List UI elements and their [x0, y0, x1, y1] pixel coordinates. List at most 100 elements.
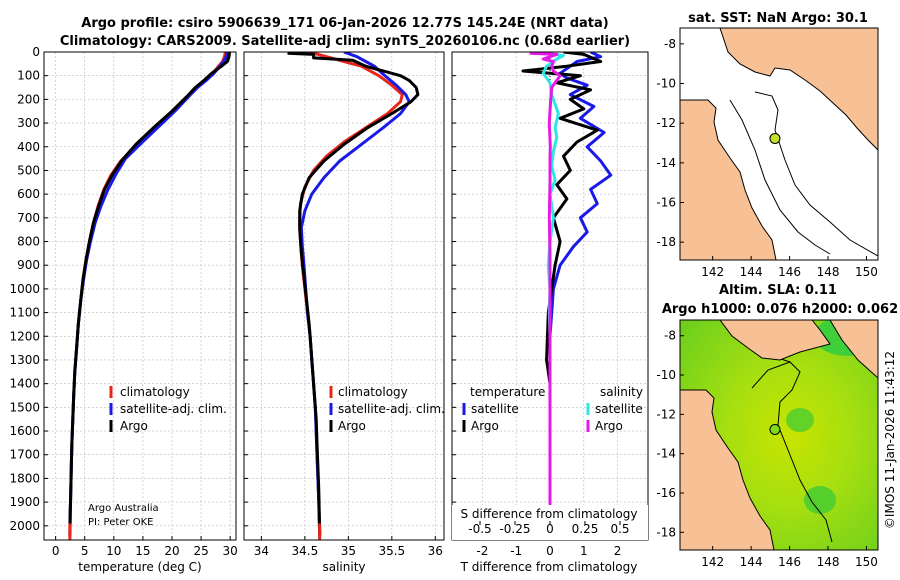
depth-tick-label: 1500 — [9, 400, 40, 414]
salinity-tick-label: 0.5 — [610, 522, 629, 536]
x-tick-label: 25 — [193, 544, 208, 558]
legend-label-argo: Argo — [120, 419, 148, 433]
depth-tick-label: 1900 — [9, 495, 40, 509]
salinity-tick-label: 0 — [546, 522, 554, 536]
difference-series — [521, 52, 613, 540]
difference-xlabel-top: S difference from climatology — [461, 507, 638, 521]
land-cape-york — [680, 99, 777, 260]
imos-credit: ©IMOS 11-Jan-2026 11:43:12 — [883, 351, 897, 529]
map-lon-label: 146 — [778, 265, 801, 279]
legend-label-climatology: climatology — [338, 385, 408, 399]
series-argo — [287, 52, 420, 536]
temperature-grid — [44, 51, 236, 540]
argo-position-marker — [769, 132, 781, 144]
series-temperature-argo — [521, 52, 603, 536]
sst-map-ticks: -8 -10 -12 -14 -16 -18 142 144 146 148 150 — [656, 37, 878, 279]
map-lon-label: 150 — [855, 555, 878, 569]
map-lon-label: 148 — [817, 555, 840, 569]
salinity-legend: climatology satellite-adj. clim. Argo — [329, 385, 445, 433]
note-pi: PI: Peter OKE — [88, 517, 153, 528]
sla-high-patch-3 — [804, 486, 836, 514]
difference-panel: -2 -1 0 1 2 T difference from climatology S … — [451, 51, 649, 574]
map-lon-label: 142 — [701, 555, 724, 569]
depth-tick-label: 1200 — [9, 329, 40, 343]
depth-tick-label: 1400 — [9, 377, 40, 391]
x-tick-label: 36 — [428, 544, 443, 558]
depth-tick-labels: 0 100 200 300 400 500 600 700 800 900 1000 1100 1200… — [9, 45, 40, 533]
note-argo-australia: Argo Australia — [88, 503, 159, 514]
difference-x-ticks: -2 -1 0 1 2 — [476, 544, 621, 558]
x-tick-label: 30 — [223, 544, 238, 558]
map-lat-label: -18 — [656, 525, 676, 539]
map-lat-label: -14 — [656, 156, 676, 170]
x-tick-label: 5 — [81, 544, 89, 558]
x-tick-label: 34.5 — [292, 544, 319, 558]
temperature-series — [68, 52, 232, 540]
x-tick-label: 10 — [106, 544, 121, 558]
difference-xlabel: T difference from climatology — [460, 560, 638, 574]
sla-map-ticks: -8 -10 -12 -14 -16 -18 142 144 146 148 150 — [656, 329, 878, 569]
map-lat-label: -8 — [664, 329, 676, 343]
series-salinity-argo — [529, 52, 562, 536]
figure-title-line1: Argo profile: csiro 5906639_171 06-Jan-2… — [81, 16, 608, 31]
map-lon-label: 150 — [855, 265, 878, 279]
map-lon-label: 144 — [740, 265, 763, 279]
land-new-guinea — [719, 28, 878, 151]
temperature-legend: climatology satellite-adj. clim. Argo — [109, 385, 227, 433]
salinity-panel: 34 34.5 35 35.5 36 salinity climatology sate… — [243, 51, 445, 574]
map-lon-label: 142 — [701, 265, 724, 279]
temperature-axes — [44, 52, 236, 540]
legend-label-t-argo: Argo — [471, 419, 499, 433]
depth-tick-label: 1000 — [9, 282, 40, 296]
series-argo — [68, 52, 232, 536]
depth-tick-label: 1100 — [9, 306, 40, 320]
depth-tick-label: 500 — [17, 163, 40, 177]
depth-tick-label: 600 — [17, 187, 40, 201]
sla-high-patch-2 — [786, 408, 814, 432]
map-lon-label: 148 — [817, 265, 840, 279]
map-lat-label: -10 — [656, 368, 676, 382]
x-tick-label: 15 — [135, 544, 150, 558]
x-tick-label: -2 — [476, 544, 488, 558]
salinity-xlabel: salinity — [322, 560, 365, 574]
land-cape-york — [680, 389, 775, 550]
legend-label-argo: Argo — [338, 419, 366, 433]
sla-map: Altim. SLA: 0.11 Argo h1000: 0.076 h2000… — [656, 283, 898, 569]
legend-header-salinity: salinity — [600, 385, 643, 399]
depth-tick-label: 1800 — [9, 471, 40, 485]
x-tick-label: 35 — [341, 544, 356, 558]
depth-tick-label: 300 — [17, 116, 40, 130]
sst-map: sat. SST: NaN Argo: 30.1 -8-10-12-14-16-… — [656, 11, 879, 279]
legend-label-t-satellite: satellite — [471, 402, 519, 416]
land-new-guinea-main — [719, 320, 831, 361]
salinity-series — [287, 52, 420, 540]
map-lat-label: -14 — [656, 447, 676, 461]
sla-contour — [751, 361, 833, 543]
sla-map-title-2: Argo h1000: 0.076 h2000: 0.062 — [662, 302, 898, 317]
x-tick-label: 1 — [580, 544, 588, 558]
legend-label-satellite: satellite-adj. clim. — [338, 402, 445, 416]
depth-tick-label: 1300 — [9, 353, 40, 367]
map-lon-label: 146 — [778, 555, 801, 569]
legend-label-climatology: climatology — [120, 385, 190, 399]
depth-tick-label: 700 — [17, 211, 40, 225]
x-tick-label: 2 — [614, 544, 622, 558]
x-tick-label: 0 — [52, 544, 60, 558]
depth-tick-label: 1600 — [9, 424, 40, 438]
map-lat-label: -16 — [656, 486, 676, 500]
salinity-tick-label: -0.25 — [499, 522, 530, 536]
shelf-contour — [754, 91, 878, 257]
salinity-x-ticks: 34 34.5 35 35.5 36 — [254, 544, 443, 558]
x-tick-label: -1 — [510, 544, 522, 558]
salinity-axes — [244, 52, 444, 540]
legend-label-s-argo: Argo — [595, 419, 623, 433]
salinity-tick-label: -0.5 — [468, 522, 491, 536]
map-lat-label: -18 — [656, 235, 676, 249]
sst-map-title: sat. SST: NaN Argo: 30.1 — [688, 11, 868, 26]
reef-contour — [729, 99, 831, 255]
difference-legend-salinity: salinity satellite Argo — [586, 385, 643, 433]
legend-label-satellite: satellite-adj. clim. — [120, 402, 227, 416]
depth-tick-label: 1700 — [9, 448, 40, 462]
series-temperature-satellite — [548, 52, 613, 536]
